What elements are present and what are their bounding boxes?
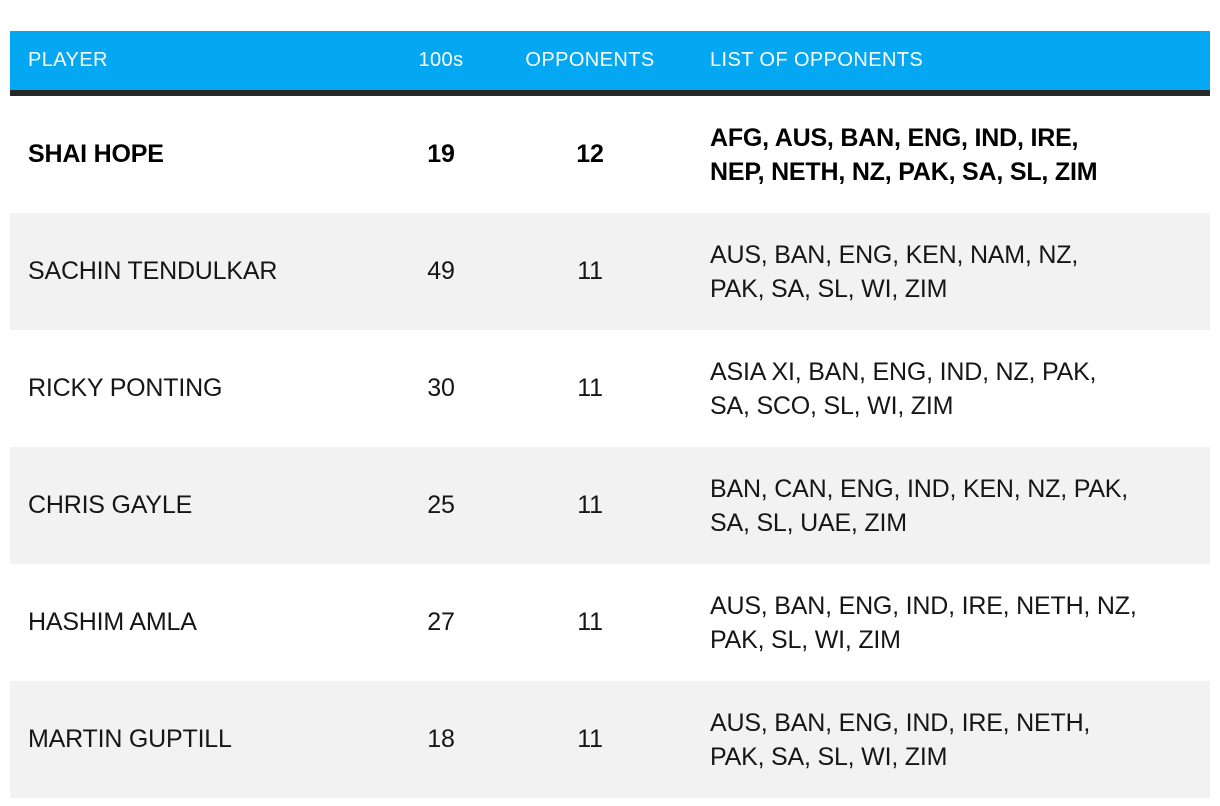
table-row: SACHIN TENDULKAR 49 11 AUS, BAN, ENG, KE… <box>10 213 1210 330</box>
opponents-list-cell: AUS, BAN, ENG, IND, IRE, NETH, NZ, PAK, … <box>710 591 1137 654</box>
opponents-count-cell: 11 <box>577 257 603 285</box>
player-name-cell: CHRIS GAYLE <box>28 491 193 519</box>
hundreds-cell: 25 <box>427 491 455 519</box>
opponents-count-cell: 12 <box>576 140 604 168</box>
opponents-list-cell: AFG, AUS, BAN, ENG, IND, IRE, NEP, NETH,… <box>710 123 1098 186</box>
player-name-cell: SACHIN TENDULKAR <box>28 257 278 285</box>
opponents-list-cell: AUS, BAN, ENG, IND, IRE, NETH, PAK, SA, … <box>710 708 1091 771</box>
hundreds-cell: 30 <box>427 374 455 402</box>
opponents-count-cell: 11 <box>577 725 603 753</box>
centuries-table: PLAYER 100s OPPONENTS LIST OF OPPONENTS … <box>10 31 1210 798</box>
table-row: CHRIS GAYLE 25 11 BAN, CAN, ENG, IND, KE… <box>10 447 1210 564</box>
table-row: MARTIN GUPTILL 18 11 AUS, BAN, ENG, IND,… <box>10 681 1210 798</box>
opponents-list-cell: AUS, BAN, ENG, KEN, NAM, NZ, PAK, SA, SL… <box>710 240 1079 303</box>
table-row: HASHIM AMLA 27 11 AUS, BAN, ENG, IND, IR… <box>10 564 1210 681</box>
hundreds-cell: 27 <box>427 608 455 636</box>
hundreds-cell: 19 <box>427 140 455 168</box>
player-name-cell: HASHIM AMLA <box>28 608 197 636</box>
opponents-count-cell: 11 <box>577 608 603 636</box>
table-header-row: PLAYER 100s OPPONENTS LIST OF OPPONENTS <box>10 31 1210 96</box>
opponents-count-cell: 11 <box>577 374 603 402</box>
column-header-list-of-opponents: LIST OF OPPONENTS <box>710 49 924 71</box>
opponents-list-cell: ASIA XI, BAN, ENG, IND, NZ, PAK, SA, SCO… <box>710 357 1097 420</box>
hundreds-cell: 49 <box>427 257 455 285</box>
table-row: RICKY PONTING 30 11 ASIA XI, BAN, ENG, I… <box>10 330 1210 447</box>
player-name-cell: MARTIN GUPTILL <box>28 725 232 753</box>
column-header-player: PLAYER <box>28 49 108 71</box>
opponents-count-cell: 11 <box>577 491 603 519</box>
table-row: SHAI HOPE 19 12 AFG, AUS, BAN, ENG, IND,… <box>10 96 1210 213</box>
player-name-cell: RICKY PONTING <box>28 374 223 402</box>
column-header-hundreds: 100s <box>418 49 464 71</box>
hundreds-cell: 18 <box>427 725 455 753</box>
column-header-opponents: OPPONENTS <box>525 49 655 71</box>
opponents-list-cell: BAN, CAN, ENG, IND, KEN, NZ, PAK, SA, SL… <box>710 474 1129 537</box>
player-name-cell: SHAI HOPE <box>28 140 164 168</box>
